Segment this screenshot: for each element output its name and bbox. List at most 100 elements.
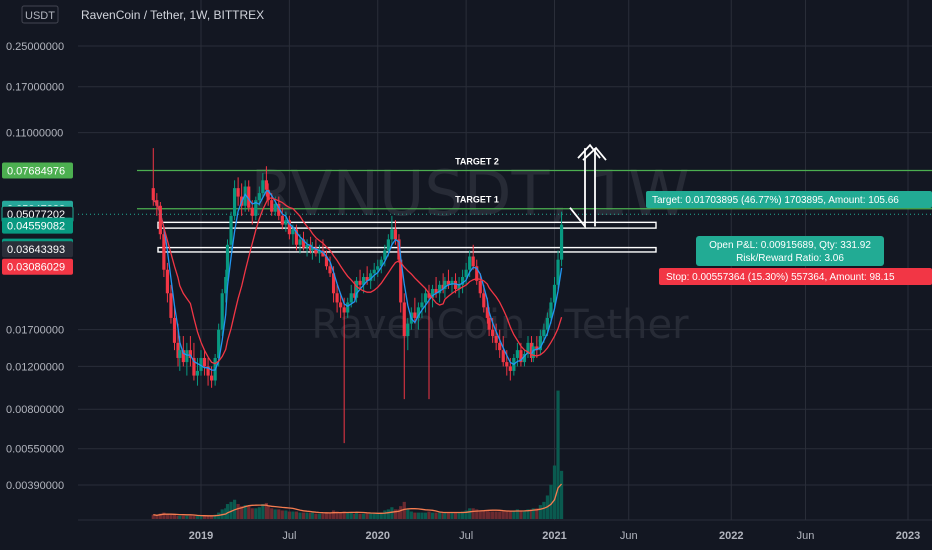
candle-body: [559, 224, 564, 260]
candle-body: [464, 269, 468, 278]
volume-bar: [257, 507, 261, 519]
stop-label-box: [659, 268, 932, 285]
candle-body: [210, 375, 214, 381]
candle-body: [545, 317, 550, 330]
volume-bar: [526, 509, 530, 519]
price-tag: 0.03643393: [2, 241, 73, 258]
watermark-symbol: RVNUSDT, 1W: [251, 157, 690, 230]
x-tick-label: Jun: [620, 530, 638, 542]
volume-bar: [505, 511, 509, 519]
candle-body: [434, 288, 438, 294]
volume-bar: [399, 506, 403, 519]
volume-bar: [427, 511, 431, 519]
price-tag-label: 0.07684976: [7, 165, 65, 177]
candle-body: [491, 329, 495, 337]
candle-body: [217, 329, 221, 358]
target-lines[interactable]: TARGET 2 TARGET 1: [78, 156, 932, 215]
ma-fast-line: [152, 190, 563, 371]
volume-bar: [538, 505, 542, 519]
candle-body: [365, 277, 369, 281]
candle-body: [353, 293, 357, 298]
candle-body: [291, 229, 295, 235]
x-tick-label: Jul: [282, 530, 296, 542]
candle-body: [531, 346, 535, 358]
candle-body: [529, 342, 534, 358]
chart-header: USDT RavenCoin / Tether, 1W, BITTREX: [21, 5, 264, 24]
volume-bar: [273, 509, 277, 519]
projection-arrows[interactable]: [569, 143, 607, 230]
candle-body: [526, 342, 530, 354]
candle-body: [264, 180, 268, 190]
support-resistance-zones[interactable]: [157, 221, 657, 253]
price-tag: 0.04559082: [2, 217, 73, 234]
volume-bar: [416, 512, 421, 519]
volume-bar: [519, 510, 523, 519]
volume-bar: [556, 390, 560, 519]
candle-body: [494, 336, 498, 343]
price-tag-box: [2, 258, 73, 275]
candle-body: [324, 256, 329, 267]
volume-bar: [542, 501, 546, 519]
candle-body: [549, 302, 553, 318]
volume-bar: [512, 510, 516, 519]
volume-bar: [446, 512, 451, 519]
volume-bar: [354, 512, 359, 519]
y-tick-label: 0.00390000: [6, 480, 64, 492]
volume-bar: [202, 515, 207, 519]
y-tick-label: 0.01200000: [6, 361, 64, 373]
candle-body: [314, 247, 318, 254]
price-tag-label: 0.04559082: [7, 221, 65, 233]
candle-body: [383, 250, 387, 260]
candle-body: [457, 284, 461, 289]
arrow-line: [569, 148, 586, 230]
candle-body: [188, 350, 192, 358]
candle-body: [195, 370, 200, 376]
volume-bar: [247, 506, 251, 519]
volume-bar: [390, 507, 394, 519]
volume-bar: [287, 511, 291, 519]
volume-bar: [358, 513, 362, 519]
time-axis[interactable]: 2019 Jul 2020 Jul 2021 Jun 2022 Jun 2023: [78, 519, 932, 542]
volume-bar: [549, 484, 553, 519]
volume-bar: [339, 512, 343, 519]
currency-badge-box[interactable]: [21, 5, 59, 24]
candle-body: [261, 180, 265, 194]
candle-body: [331, 273, 336, 294]
x-tick-label: 2023: [896, 530, 920, 542]
candle-body: [308, 244, 313, 251]
candle-body: [335, 293, 339, 303]
volume-bar: [406, 509, 410, 519]
volume-bar: [482, 510, 486, 519]
candle-body: [376, 266, 380, 270]
target-line-label: TARGET 2: [455, 156, 499, 166]
candle-body: [538, 336, 542, 351]
candle-body: [420, 302, 424, 308]
volume-bar: [402, 501, 406, 519]
candle-body: [220, 293, 224, 330]
volume-bar: [266, 506, 270, 519]
volume-bar: [240, 506, 244, 519]
price-axis[interactable]: 0.25000000 0.17000000 0.11000000 0.01700000…: [6, 41, 64, 492]
chart-title: RavenCoin / Tether, 1W, BITTREX: [81, 8, 264, 22]
candle-body: [232, 188, 237, 216]
volume-bar: [199, 515, 203, 519]
volume-bar: [229, 501, 233, 519]
candle-body: [243, 186, 247, 206]
candle-body: [185, 350, 189, 363]
y-tick-label: 0.01700000: [6, 325, 64, 337]
price-tag-label: 0.03643393: [7, 244, 65, 256]
position-tool[interactable]: Target: 0.01703895 (46.77%) 1703895, Amo…: [646, 191, 932, 285]
volume-bar: [441, 512, 445, 519]
volume-bar: [328, 512, 332, 519]
candle-body: [317, 250, 322, 254]
candle-body: [406, 323, 410, 337]
volume-bar: [362, 513, 366, 519]
candle-body: [339, 302, 343, 308]
volume-bar: [270, 508, 274, 519]
volume-bar: [195, 515, 200, 519]
currency-badge[interactable]: USDT: [25, 10, 55, 22]
arrow-head: [577, 143, 601, 159]
candle-body: [254, 200, 258, 216]
candle-body: [225, 244, 230, 278]
